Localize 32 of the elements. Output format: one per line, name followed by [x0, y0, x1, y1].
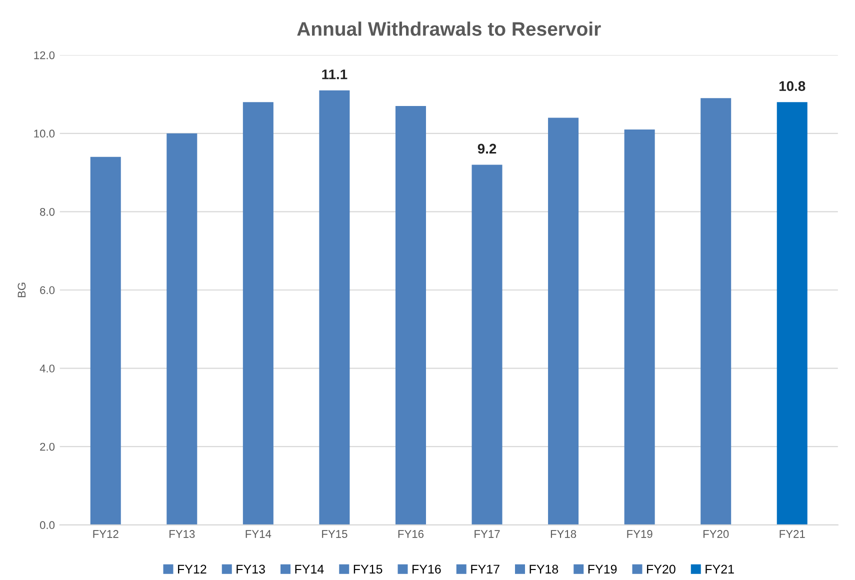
legend-label: FY15 [354, 564, 382, 574]
y-tick-label: 2.0 [40, 442, 55, 451]
x-tick-label: FY19 [627, 530, 652, 538]
legend-label: FY14 [295, 564, 324, 574]
y-tick-label: 12.0 [34, 51, 55, 60]
x-tick-label: FY12 [93, 530, 118, 538]
chart-title: Annual Withdrawals to Reservoir [297, 22, 601, 36]
legend-label: FY20 [647, 564, 676, 574]
legend-label: FY13 [236, 564, 265, 574]
y-tick-label: 0.0 [40, 521, 55, 530]
x-tick-label: FY14 [246, 530, 272, 538]
x-tick-label: FY13 [170, 530, 195, 538]
y-tick-label: 4.0 [40, 364, 55, 372]
data-label: 9.2 [478, 144, 496, 154]
y-tick-label: 8.0 [40, 208, 55, 216]
data-label: 11.1 [322, 70, 348, 80]
x-tick-label: FY15 [322, 530, 348, 538]
legend-label: FY18 [530, 564, 558, 574]
y-tick-label: 6.0 [40, 286, 55, 294]
x-tick-label: FY18 [550, 530, 576, 538]
legend-label: FY16 [412, 564, 441, 574]
y-axis-title: BG [18, 282, 26, 298]
data-label: 10.8 [779, 81, 806, 91]
x-tick-label: FY21 [780, 530, 805, 538]
legend-label: FY17 [471, 564, 500, 574]
x-tick-label: FY16 [398, 530, 424, 538]
legend-label: FY12 [178, 564, 206, 574]
legend-label: FY21 [706, 564, 734, 574]
legend-label: FY19 [588, 564, 617, 574]
y-tick-label: 10.0 [34, 130, 55, 138]
x-tick-label: FY17 [474, 530, 500, 538]
x-tick-label: FY20 [703, 530, 729, 538]
